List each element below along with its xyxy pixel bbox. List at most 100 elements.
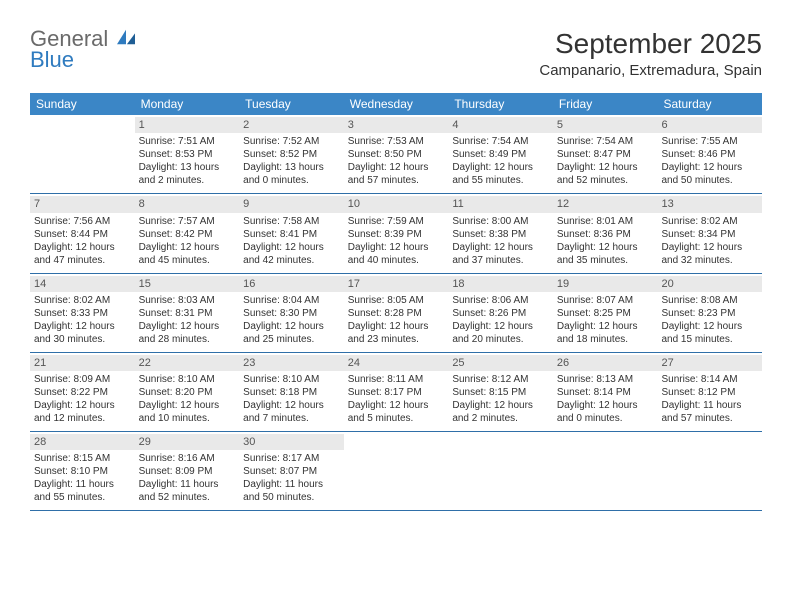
day-info-line: Sunrise: 8:13 AM <box>557 373 654 386</box>
day-info-line: Daylight: 11 hours and 55 minutes. <box>34 478 131 504</box>
day-info-line: Sunset: 8:36 PM <box>557 228 654 241</box>
day-number: 26 <box>553 355 658 371</box>
day-cell: 9Sunrise: 7:58 AMSunset: 8:41 PMDaylight… <box>239 194 344 272</box>
day-info-line: Sunset: 8:52 PM <box>243 148 340 161</box>
page-header: General Blue September 2025 Campanario, … <box>30 28 762 79</box>
day-info-line: Daylight: 12 hours and 32 minutes. <box>661 241 758 267</box>
day-info-line: Sunrise: 7:56 AM <box>34 215 131 228</box>
logo-text-block: General Blue <box>30 28 137 71</box>
logo-word-blue: Blue <box>30 49 137 71</box>
day-info-line: Daylight: 12 hours and 10 minutes. <box>139 399 236 425</box>
day-info-line: Sunset: 8:38 PM <box>452 228 549 241</box>
day-number: 4 <box>448 117 553 133</box>
day-cell: 30Sunrise: 8:17 AMSunset: 8:07 PMDayligh… <box>239 432 344 510</box>
day-cell: 19Sunrise: 8:07 AMSunset: 8:25 PMDayligh… <box>553 274 658 352</box>
day-number: 27 <box>657 355 762 371</box>
day-number: 29 <box>135 434 240 450</box>
day-info-line: Sunset: 8:23 PM <box>661 307 758 320</box>
day-info-line: Sunrise: 7:57 AM <box>139 215 236 228</box>
day-info-line: Sunset: 8:41 PM <box>243 228 340 241</box>
day-cell <box>448 432 553 510</box>
day-info-line: Sunset: 8:30 PM <box>243 307 340 320</box>
day-info-line: Daylight: 12 hours and 28 minutes. <box>139 320 236 346</box>
day-info-line: Sunset: 8:14 PM <box>557 386 654 399</box>
day-cell: 24Sunrise: 8:11 AMSunset: 8:17 PMDayligh… <box>344 353 449 431</box>
day-number: 19 <box>553 276 658 292</box>
day-info-line: Daylight: 13 hours and 2 minutes. <box>139 161 236 187</box>
day-info-line: Sunset: 8:33 PM <box>34 307 131 320</box>
day-info-line: Daylight: 12 hours and 12 minutes. <box>34 399 131 425</box>
day-info-line: Sunset: 8:12 PM <box>661 386 758 399</box>
day-cell: 1Sunrise: 7:51 AMSunset: 8:53 PMDaylight… <box>135 115 240 193</box>
day-cell: 28Sunrise: 8:15 AMSunset: 8:10 PMDayligh… <box>30 432 135 510</box>
day-cell: 29Sunrise: 8:16 AMSunset: 8:09 PMDayligh… <box>135 432 240 510</box>
day-info-line: Sunrise: 7:59 AM <box>348 215 445 228</box>
day-info-line: Sunrise: 8:05 AM <box>348 294 445 307</box>
day-info-line: Sunset: 8:26 PM <box>452 307 549 320</box>
day-info-line: Sunrise: 8:02 AM <box>661 215 758 228</box>
weeks-container: 1Sunrise: 7:51 AMSunset: 8:53 PMDaylight… <box>30 115 762 511</box>
day-number: 12 <box>553 196 658 212</box>
day-info-line: Daylight: 12 hours and 0 minutes. <box>557 399 654 425</box>
day-info-line: Daylight: 12 hours and 2 minutes. <box>452 399 549 425</box>
day-info-line: Sunset: 8:31 PM <box>139 307 236 320</box>
day-info-line: Sunset: 8:28 PM <box>348 307 445 320</box>
day-info-line: Daylight: 11 hours and 52 minutes. <box>139 478 236 504</box>
day-info-line: Sunset: 8:46 PM <box>661 148 758 161</box>
day-cell: 2Sunrise: 7:52 AMSunset: 8:52 PMDaylight… <box>239 115 344 193</box>
day-number: 14 <box>30 276 135 292</box>
day-info-line: Daylight: 12 hours and 30 minutes. <box>34 320 131 346</box>
day-cell: 17Sunrise: 8:05 AMSunset: 8:28 PMDayligh… <box>344 274 449 352</box>
day-cell: 27Sunrise: 8:14 AMSunset: 8:12 PMDayligh… <box>657 353 762 431</box>
day-info-line: Sunrise: 8:12 AM <box>452 373 549 386</box>
day-number: 25 <box>448 355 553 371</box>
day-cell: 15Sunrise: 8:03 AMSunset: 8:31 PMDayligh… <box>135 274 240 352</box>
day-cell: 18Sunrise: 8:06 AMSunset: 8:26 PMDayligh… <box>448 274 553 352</box>
day-info-line: Sunset: 8:10 PM <box>34 465 131 478</box>
day-cell: 26 Sunrise: 8:13 AMSunset: 8:14 PMDayligh… <box>553 353 658 431</box>
day-info-line: Daylight: 12 hours and 5 minutes. <box>348 399 445 425</box>
day-info-line: Sunrise: 8:07 AM <box>557 294 654 307</box>
day-info-line: Daylight: 11 hours and 57 minutes. <box>661 399 758 425</box>
dow-cell: Thursday <box>448 93 553 115</box>
week-row: 14Sunrise: 8:02 AMSunset: 8:33 PMDayligh… <box>30 274 762 353</box>
calendar-page: General Blue September 2025 Campanario, … <box>0 0 792 531</box>
day-info-line: Sunset: 8:09 PM <box>139 465 236 478</box>
day-info-line: Sunset: 8:17 PM <box>348 386 445 399</box>
day-number: 10 <box>344 196 449 212</box>
day-cell: 23Sunrise: 8:10 AMSunset: 8:18 PMDayligh… <box>239 353 344 431</box>
week-row: 21Sunrise: 8:09 AMSunset: 8:22 PMDayligh… <box>30 353 762 432</box>
day-number: 21 <box>30 355 135 371</box>
day-info-line: Sunrise: 7:55 AM <box>661 135 758 148</box>
day-number: 16 <box>239 276 344 292</box>
day-cell: 3Sunrise: 7:53 AMSunset: 8:50 PMDaylight… <box>344 115 449 193</box>
day-info-line: Daylight: 12 hours and 40 minutes. <box>348 241 445 267</box>
day-info-line: Sunset: 8:50 PM <box>348 148 445 161</box>
day-info-line: Sunset: 8:18 PM <box>243 386 340 399</box>
day-info-line: Daylight: 12 hours and 20 minutes. <box>452 320 549 346</box>
day-info-line: Daylight: 12 hours and 25 minutes. <box>243 320 340 346</box>
day-info-line: Daylight: 12 hours and 50 minutes. <box>661 161 758 187</box>
day-cell: 25Sunrise: 8:12 AMSunset: 8:15 PMDayligh… <box>448 353 553 431</box>
day-number: 18 <box>448 276 553 292</box>
day-info-line: Sunrise: 8:02 AM <box>34 294 131 307</box>
dow-cell: Friday <box>553 93 658 115</box>
day-info-line: Daylight: 12 hours and 45 minutes. <box>139 241 236 267</box>
brand-logo: General Blue <box>30 28 137 71</box>
day-number: 6 <box>657 117 762 133</box>
sail-icon <box>115 28 137 46</box>
day-number: 11 <box>448 196 553 212</box>
month-title: September 2025 <box>539 28 762 60</box>
day-of-week-header: SundayMondayTuesdayWednesdayThursdayFrid… <box>30 93 762 115</box>
day-number: 1 <box>135 117 240 133</box>
day-info-line: Sunset: 8:22 PM <box>34 386 131 399</box>
day-number: 15 <box>135 276 240 292</box>
day-info-line: Sunrise: 8:04 AM <box>243 294 340 307</box>
day-cell: 13Sunrise: 8:02 AMSunset: 8:34 PMDayligh… <box>657 194 762 272</box>
day-info-line: Sunrise: 8:10 AM <box>139 373 236 386</box>
dow-cell: Tuesday <box>239 93 344 115</box>
day-info-line: Daylight: 12 hours and 23 minutes. <box>348 320 445 346</box>
week-row: 1Sunrise: 7:51 AMSunset: 8:53 PMDaylight… <box>30 115 762 194</box>
day-info-line: Daylight: 12 hours and 47 minutes. <box>34 241 131 267</box>
day-info-line: Sunrise: 7:52 AM <box>243 135 340 148</box>
